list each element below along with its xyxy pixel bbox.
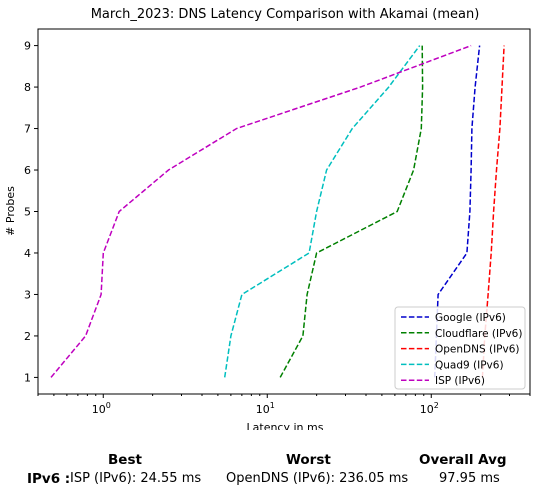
series-line bbox=[223, 45, 421, 378]
legend: Google (IPv6) Cloudflare (IPv6) OpenDNS (I… bbox=[394, 306, 526, 390]
y-tick-label: 3 bbox=[24, 288, 31, 301]
x-tick-label: 101 bbox=[256, 401, 275, 416]
legend-label: Quad9 (IPv6) bbox=[435, 359, 504, 371]
y-tick-label: 7 bbox=[24, 123, 31, 136]
chart: March_2023: DNS Latency Comparison with … bbox=[4, 7, 531, 430]
series-line bbox=[50, 44, 472, 378]
series-lines bbox=[50, 44, 505, 378]
x-axis-label: Latency in ms bbox=[247, 421, 324, 430]
y-tick-label: 8 bbox=[24, 81, 31, 94]
y-axis: 1 2 3 4 5 6 7 8 9 bbox=[24, 40, 38, 384]
y-tick-label: 1 bbox=[24, 371, 31, 384]
legend-label: Cloudflare (IPv6) bbox=[435, 328, 522, 340]
x-tick-label: 102 bbox=[420, 401, 439, 416]
legend-label: OpenDNS (IPv6) bbox=[435, 344, 520, 356]
series-line bbox=[433, 45, 481, 378]
best-header: Best bbox=[108, 452, 142, 468]
chart-title: March_2023: DNS Latency Comparison with … bbox=[91, 7, 480, 22]
legend-box bbox=[394, 306, 526, 390]
overall-avg-value: 97.95 ms bbox=[439, 471, 500, 486]
series-line bbox=[279, 45, 424, 378]
best-value: ISP (IPv6): 24.55 ms bbox=[70, 471, 202, 486]
ipv6-row-label: IPv6 : bbox=[27, 471, 71, 487]
legend-label: ISP (IPv6) bbox=[435, 375, 485, 387]
y-tick-label: 5 bbox=[24, 206, 31, 219]
x-axis: 100 101 102 bbox=[37, 394, 531, 416]
y-tick-label: 6 bbox=[24, 164, 31, 177]
worst-value: OpenDNS (IPv6): 236.05 ms bbox=[226, 471, 409, 486]
y-axis-label: # Probes bbox=[4, 186, 17, 236]
legend-label: Google (IPv6) bbox=[435, 312, 506, 324]
worst-header: Worst bbox=[286, 452, 331, 468]
y-tick-label: 9 bbox=[24, 40, 31, 53]
overall-avg-header: Overall Avg bbox=[419, 452, 507, 468]
x-tick-label: 100 bbox=[92, 401, 111, 416]
y-tick-label: 2 bbox=[24, 330, 31, 343]
y-tick-label: 4 bbox=[24, 247, 31, 260]
